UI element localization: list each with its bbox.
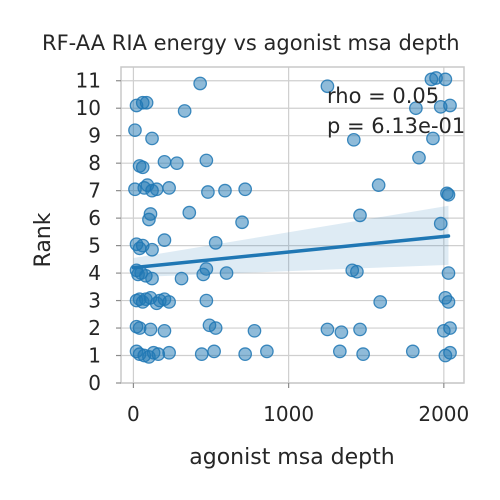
data-point <box>139 95 154 110</box>
data-point <box>145 271 159 286</box>
data-point <box>433 216 448 231</box>
y-tick-label: 5 <box>88 234 101 258</box>
data-point <box>409 101 423 116</box>
data-point <box>194 347 209 361</box>
rho-annotation: rho = 0.05 <box>327 84 439 108</box>
data-point <box>441 266 456 280</box>
y-tick-label: 2 <box>88 316 101 340</box>
data-point <box>260 344 274 359</box>
data-point <box>128 123 142 138</box>
data-point <box>145 242 159 257</box>
data-point <box>443 321 457 335</box>
data-point <box>441 295 456 309</box>
data-point <box>199 153 214 168</box>
data-point <box>199 262 214 276</box>
data-point <box>353 322 367 337</box>
x-tick-label: 1000 <box>263 402 314 426</box>
data-point <box>235 215 249 230</box>
data-point <box>149 182 164 197</box>
data-point <box>426 131 440 146</box>
x-axis-label: agonist msa depth <box>189 445 394 470</box>
data-point <box>182 205 197 220</box>
data-point <box>208 236 223 250</box>
data-point <box>373 295 388 309</box>
data-point <box>199 293 214 308</box>
data-point <box>320 322 335 337</box>
x-tick-label: 0 <box>127 402 140 426</box>
y-tick-label: 8 <box>88 151 101 175</box>
data-point <box>145 131 159 146</box>
data-point <box>193 76 208 91</box>
data-point <box>346 132 361 147</box>
data-point <box>208 321 223 335</box>
data-point <box>201 185 215 199</box>
chart-title: RF-AA RIA energy vs agonist msa depth <box>42 31 460 55</box>
data-point <box>350 264 364 279</box>
regression-line <box>131 234 451 270</box>
y-tick-label: 10 <box>76 96 101 120</box>
data-point <box>157 154 172 169</box>
data-point <box>218 183 232 198</box>
data-point <box>405 344 420 359</box>
data-point <box>238 182 253 197</box>
y-tick-label: 11 <box>76 69 101 93</box>
data-point <box>332 344 347 359</box>
plot-frame <box>120 66 465 384</box>
data-point <box>438 72 453 87</box>
y-tick-label: 7 <box>88 179 101 203</box>
data-point <box>219 266 234 280</box>
data-point <box>157 323 172 338</box>
data-point <box>207 344 221 359</box>
data-point <box>371 178 386 193</box>
data-point <box>174 271 189 286</box>
axis-ticks: 0 1000 2000 0 1 2 3 4 5 6 7 8 9 10 11 <box>76 69 470 426</box>
data-point <box>170 156 184 171</box>
data-point <box>162 181 176 195</box>
data-point <box>143 322 158 337</box>
data-point <box>412 150 426 165</box>
y-axis-label: Rank <box>31 212 56 267</box>
y-tick-label: 9 <box>88 124 101 148</box>
data-point <box>238 347 253 361</box>
data-point <box>356 347 370 361</box>
data-point <box>135 160 150 175</box>
y-tick-label: 3 <box>88 289 101 313</box>
data-points <box>128 71 457 364</box>
p-value-annotation: p = 6.13e-01 <box>327 114 465 138</box>
data-point <box>142 212 156 227</box>
data-point <box>353 208 367 223</box>
data-point <box>334 325 349 340</box>
x-tick-label: 2000 <box>418 402 469 426</box>
data-point <box>443 345 457 360</box>
data-point <box>443 98 457 113</box>
data-point <box>157 233 172 247</box>
data-point <box>162 345 176 360</box>
data-point <box>320 79 335 94</box>
data-point <box>441 187 456 202</box>
y-tick-label: 6 <box>88 206 101 230</box>
data-point <box>247 323 262 338</box>
y-tick-label: 1 <box>88 344 101 368</box>
y-tick-label: 4 <box>88 261 101 285</box>
regression-layer <box>131 234 451 270</box>
data-point <box>162 295 176 309</box>
data-point <box>177 104 192 118</box>
y-tick-label: 0 <box>88 371 101 395</box>
